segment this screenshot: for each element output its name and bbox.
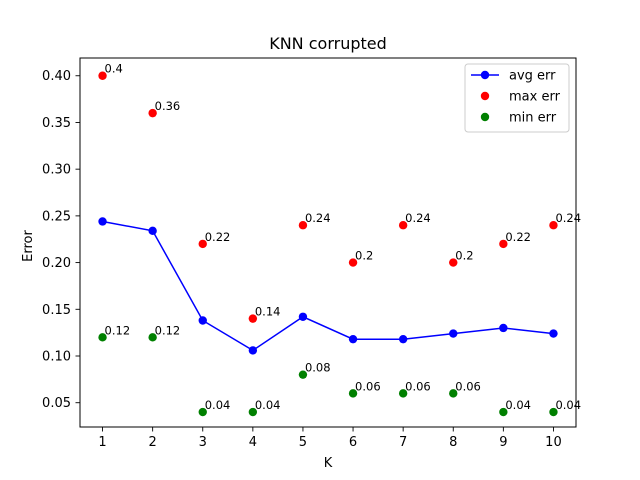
min-err-data-label: 0.04 [505, 398, 531, 412]
min-err-point [248, 407, 258, 417]
x-tick-label: 3 [199, 435, 207, 450]
y-axis-label: Error [21, 230, 36, 262]
avg-err-point [449, 329, 458, 338]
max-err-point [348, 258, 358, 267]
min-err-point [298, 370, 308, 379]
legend-max-err-marker [480, 91, 490, 101]
x-tick-label: 8 [449, 435, 457, 450]
max-err-data-label: 0.2 [355, 249, 373, 263]
max-err-point [549, 221, 558, 230]
max-err-data-label: 0.36 [155, 99, 181, 113]
avg-err-point [298, 312, 308, 321]
max-err-point [148, 108, 157, 118]
max-err-point [248, 314, 258, 323]
min-err-data-label: 0.04 [205, 398, 231, 412]
max-err-data-label: 0.22 [505, 230, 531, 244]
y-tick-label: 0.30 [42, 163, 71, 178]
max-err-data-label: 0.4 [105, 62, 123, 76]
x-tick-label: 7 [399, 435, 407, 450]
max-err-data-label: 0.14 [255, 305, 281, 319]
max-err-data-label: 0.24 [555, 211, 581, 225]
min-err-data-label: 0.06 [405, 379, 431, 393]
max-err-point [198, 239, 207, 249]
y-tick-label: 0.40 [42, 69, 71, 84]
legend-box [464, 63, 570, 133]
avg-err-point [549, 329, 558, 338]
avg-err-point [248, 346, 258, 355]
min-err-point [398, 389, 408, 398]
x-tick-label: 9 [499, 435, 507, 450]
y-tick-label: 0.35 [42, 116, 71, 131]
max-err-data-label: 0.24 [305, 211, 331, 225]
chart-title: KNN corrupted [269, 34, 387, 53]
x-axis-label: K [324, 456, 333, 471]
min-err-point [549, 407, 558, 417]
x-tick-label: 1 [98, 435, 106, 450]
x-tick-label: 6 [349, 435, 357, 450]
legend-min-err-label: min err [509, 111, 557, 126]
plot-frame [79, 57, 577, 428]
min-err-data-label: 0.08 [305, 361, 331, 375]
min-err-data-label: 0.12 [155, 323, 181, 337]
min-err-data-label: 0.04 [555, 398, 581, 412]
min-err-data-label: 0.06 [355, 379, 381, 393]
y-tick-label: 0.15 [42, 303, 71, 318]
max-err-point [398, 221, 408, 230]
max-err-point [98, 71, 107, 80]
legend: avg err max err min err [464, 63, 570, 133]
min-err-data-label: 0.04 [255, 398, 281, 412]
y-tick-label: 0.25 [42, 209, 71, 224]
x-tick-label: 5 [299, 435, 307, 450]
legend-avg-err-label: avg err [509, 69, 556, 84]
min-err-point [198, 407, 207, 417]
y-tick-label: 0.05 [42, 396, 71, 411]
avg-err-point [348, 334, 358, 344]
max-err-point [449, 258, 458, 267]
x-tick-label: 10 [545, 435, 562, 450]
avg-err-point [98, 217, 107, 226]
y-axis-ticks: 0.05 0.10 0.15 0.20 0.25 0.30 0.35 0.40 [42, 69, 80, 411]
max-err-point [298, 221, 308, 230]
avg-err-point [398, 334, 408, 344]
min-err-point [348, 389, 358, 398]
x-tick-label: 2 [149, 435, 157, 450]
min-err-data-label: 0.06 [455, 379, 481, 393]
x-tick-label: 4 [249, 435, 257, 450]
plot-layer: 0.4 0.36 0.22 0.14 0.24 0.2 0.24 0.2 0.22 0.24 0.1… [98, 62, 581, 417]
x-axis-ticks: 1 2 3 4 5 6 7 8 9 10 [98, 427, 562, 450]
legend-max-err-label: max err [509, 90, 561, 105]
y-tick-label: 0.20 [42, 256, 71, 271]
avg-err-point [148, 226, 157, 236]
max-err-data-label: 0.24 [405, 211, 431, 225]
avg-err-point [198, 316, 207, 325]
max-err-data-label: 0.2 [455, 249, 473, 263]
min-err-data-label: 0.12 [105, 323, 131, 337]
legend-avg-err-marker [480, 70, 490, 80]
min-err-point [449, 389, 458, 398]
min-err-point [499, 407, 508, 417]
max-err-point [499, 239, 508, 249]
min-err-point [148, 333, 157, 342]
max-err-data-label: 0.22 [205, 230, 231, 244]
legend-min-err-marker [480, 112, 490, 122]
y-tick-label: 0.10 [42, 350, 71, 365]
avg-err-series-line [102, 220, 554, 352]
avg-err-point [499, 323, 508, 333]
min-err-point [98, 333, 107, 342]
